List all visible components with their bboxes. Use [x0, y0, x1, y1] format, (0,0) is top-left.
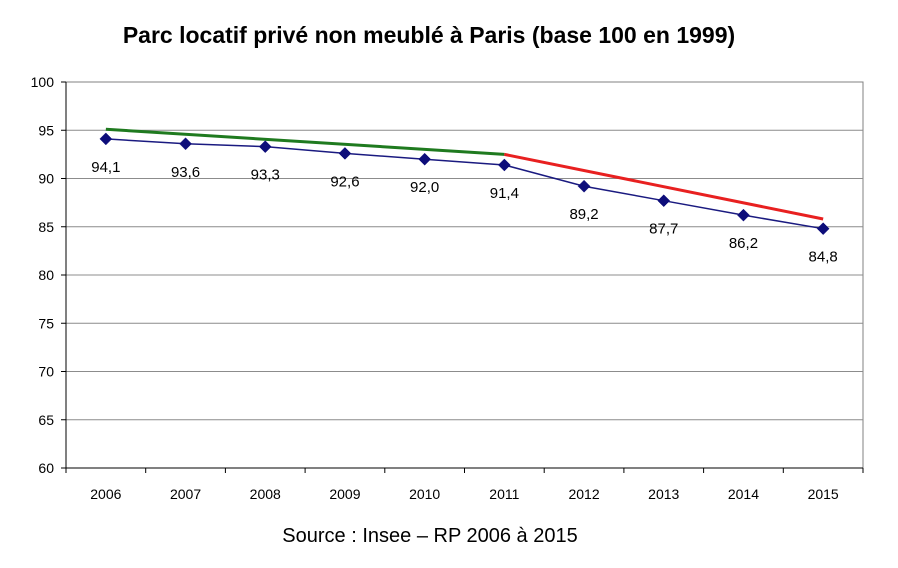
chart-title: Parc locatif privé non meublé à Paris (b… [0, 22, 898, 49]
x-tick-label-2010: 2010 [409, 486, 440, 502]
data-point-2009 [338, 147, 352, 160]
data-point-2014 [737, 208, 750, 222]
data-label-2012: 89,2 [569, 206, 598, 223]
x-tick-label-2007: 2007 [170, 486, 201, 502]
data-point-2008 [258, 140, 272, 154]
data-label-2008: 93,3 [251, 167, 280, 184]
x-tick-label-2009: 2009 [329, 486, 360, 502]
data-point-2006 [99, 132, 113, 146]
x-tick-label-2015: 2015 [808, 486, 839, 502]
data-label-2015: 84,8 [809, 249, 838, 266]
trend-line-2 [504, 152, 824, 221]
data-label-2007: 93,6 [171, 164, 200, 181]
data-point-2015 [816, 222, 830, 236]
data-labels: 94,1 93,6 93,3 92,6 92,0 91,4 89,2 87,7 86,2 84,8 [91, 159, 838, 266]
data-point-2012 [577, 179, 591, 193]
y-tick-label: 85 [38, 219, 54, 235]
data-point-2013 [657, 194, 671, 208]
data-label-2013: 87,7 [649, 221, 678, 238]
data-point-2011 [497, 158, 511, 172]
chart-title-text: Parc locatif privé non meublé à Paris (b… [122, 22, 736, 48]
source-note: Source : Insee – RP 2006 à 2015 [0, 525, 898, 548]
y-tick-label: 90 [38, 171, 54, 187]
gridlines [66, 129, 863, 421]
x-tick-label-2006: 2006 [90, 486, 121, 502]
data-point-2010 [418, 152, 432, 166]
data-label-2011: 91,4 [490, 185, 519, 202]
x-tick-label-2011: 2011 [489, 486, 519, 502]
x-tick-label-2014: 2014 [728, 486, 759, 502]
y-tick-label: 95 [38, 122, 54, 138]
y-tick-label: 65 [38, 412, 54, 428]
y-tick-label: 60 [38, 460, 54, 476]
data-label-2006: 94,1 [91, 159, 120, 176]
y-tick-label: 70 [38, 364, 54, 380]
y-tick-label: 75 [38, 315, 54, 331]
axes: 60 65 70 75 80 85 90 95 100 2006 2007 2008 2009 2010 2… [31, 74, 864, 502]
data-label-2010: 92,0 [410, 179, 439, 196]
y-tick-label: 80 [38, 267, 54, 283]
y-tick-label: 100 [31, 74, 55, 90]
source-note-text: Source : Insee – RP 2006 à 2015 [282, 525, 578, 547]
x-tick-label-2013: 2013 [648, 486, 679, 502]
data-point-2007 [179, 137, 192, 151]
data-series [99, 132, 830, 236]
data-label-2009: 92,6 [330, 173, 359, 190]
x-tick-label-2012: 2012 [568, 486, 599, 502]
x-tick-label-2008: 2008 [250, 486, 281, 502]
trend-lines [105, 127, 824, 221]
data-label-2014: 86,2 [729, 235, 758, 252]
series-line [105, 138, 824, 230]
trend-line-1 [105, 127, 505, 156]
